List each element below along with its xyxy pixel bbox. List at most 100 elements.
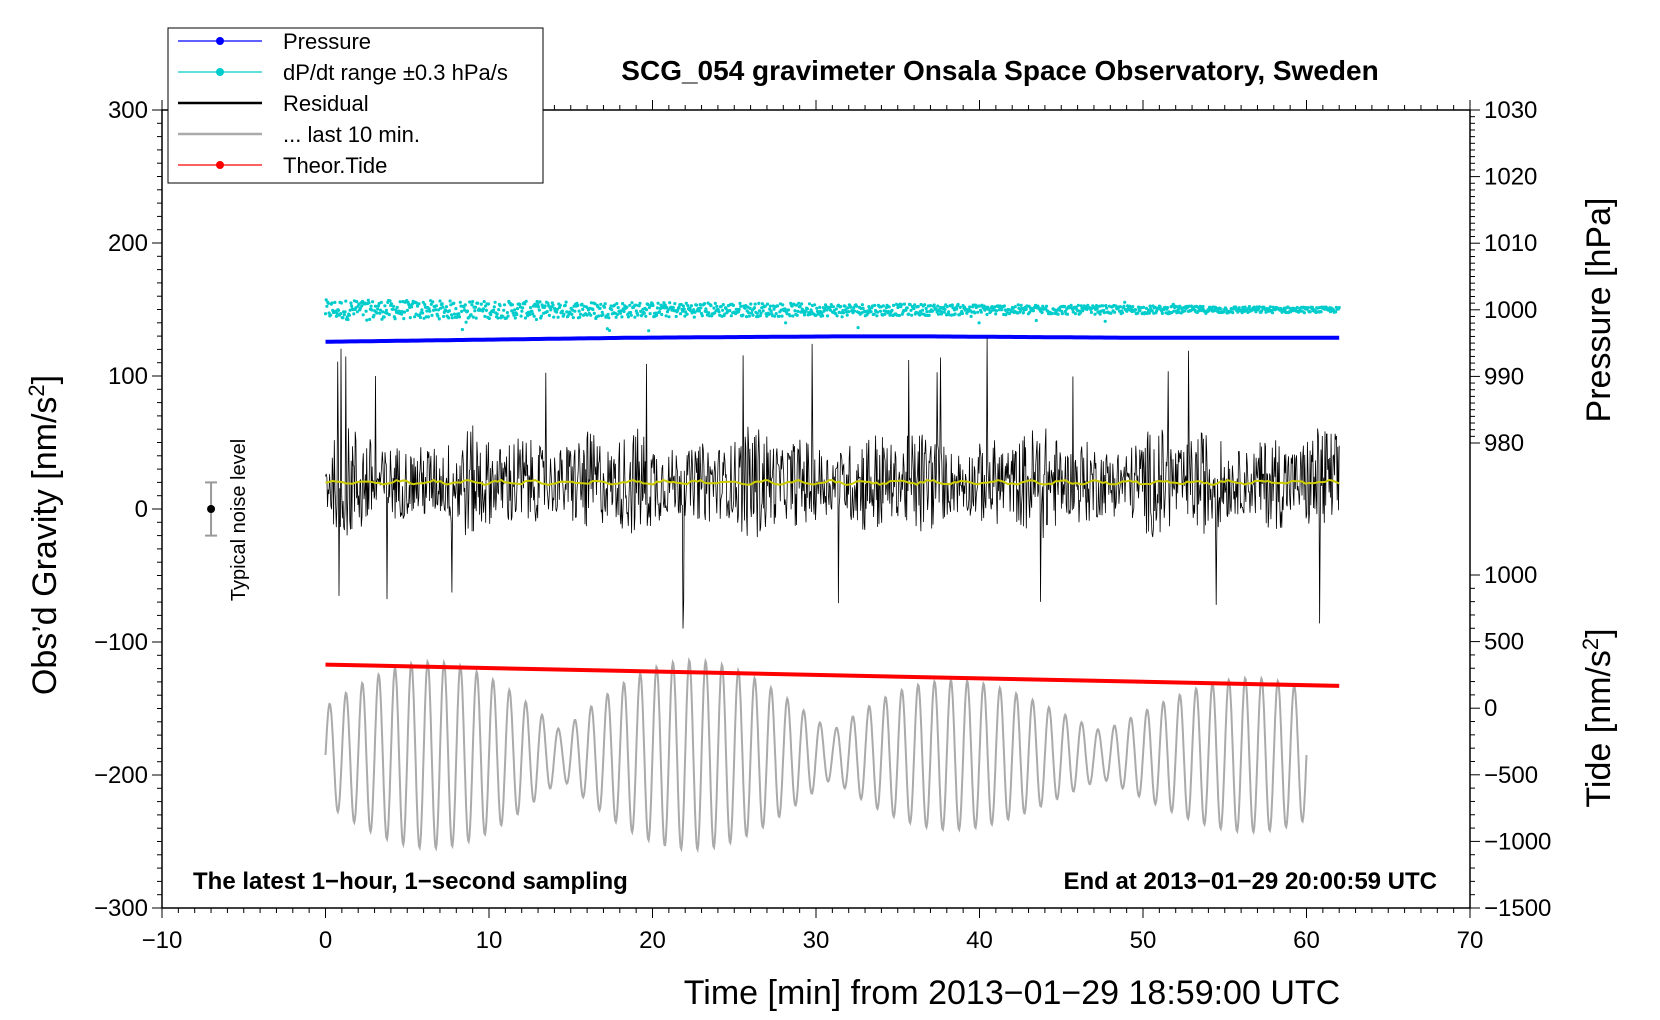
dpdt-point	[655, 313, 659, 317]
dpdt-point	[552, 315, 556, 319]
dpdt-point	[826, 314, 830, 318]
dpdt-point	[515, 312, 519, 317]
dpdt-point	[1094, 304, 1099, 308]
dpdt-point	[591, 307, 595, 312]
dpdt-point	[860, 303, 865, 307]
dpdt-point	[1123, 300, 1127, 304]
dpdt-point	[927, 313, 931, 317]
dpdt-point	[796, 309, 800, 313]
dpdt-point	[1160, 311, 1164, 315]
dpdt-point	[1268, 305, 1272, 309]
tide-tick-label: 0	[1484, 695, 1497, 722]
y-tick-label: −300	[94, 895, 148, 922]
legend-marker	[216, 161, 224, 169]
dpdt-point	[607, 328, 612, 333]
tide-tick-label: −500	[1484, 762, 1538, 789]
dpdt-point	[370, 308, 374, 312]
dpdt-point	[339, 301, 343, 305]
dpdt-point	[452, 301, 456, 305]
legend-label: Residual	[283, 91, 369, 116]
dpdt-point	[1079, 304, 1083, 308]
dpdt-point	[660, 312, 664, 317]
dpdt-point	[506, 314, 510, 318]
theor-tide-line	[325, 662, 1340, 688]
dpdt-point	[457, 315, 462, 319]
dpdt-point	[486, 302, 491, 306]
legend-entry: Theor.Tide	[178, 153, 387, 178]
dpdt-point	[529, 306, 533, 310]
dpdt-point	[555, 310, 559, 314]
dpdt-point	[1201, 304, 1205, 309]
dpdt-point	[366, 298, 370, 302]
dpdt-point	[682, 307, 686, 311]
dpdt-point	[510, 303, 514, 307]
dpdt-point	[589, 313, 593, 317]
dpdt-point	[719, 305, 723, 309]
dpdt-point	[450, 313, 454, 317]
legend-entry: ... last 10 min.	[178, 122, 420, 147]
dpdt-point	[831, 305, 836, 309]
dpdt-point	[360, 304, 364, 308]
dpdt-point	[768, 304, 773, 308]
dpdt-point	[610, 308, 614, 312]
dpdt-point	[413, 315, 417, 319]
legend: Pressure dP/dt range ±0.3 hPa/s Residual..…	[167, 27, 544, 184]
dpdt-point	[936, 304, 940, 308]
last-10-min-line	[324, 656, 1308, 854]
dpdt-point	[1021, 311, 1025, 315]
dpdt-point	[640, 313, 644, 317]
dpdt-point	[434, 308, 438, 312]
dpdt-point	[666, 308, 670, 312]
dpdt-point	[468, 300, 472, 304]
dpdt-point	[907, 312, 911, 316]
dpdt-point	[1019, 303, 1023, 307]
dpdt-point	[698, 303, 702, 307]
dpdt-point	[1219, 307, 1223, 311]
dpdt-point	[932, 303, 936, 307]
chart-title: SCG_054 gravimeter Onsala Space Observat…	[621, 55, 1378, 86]
dpdt-point	[597, 314, 601, 318]
dpdt-point	[878, 309, 883, 313]
dpdt-point	[763, 304, 767, 308]
y-tick-label: 200	[108, 230, 148, 257]
dpdt-point	[600, 310, 604, 314]
dpdt-point	[985, 312, 989, 317]
dpdt-point	[1231, 311, 1235, 315]
dpdt-point	[438, 299, 442, 303]
dpdt-point	[607, 316, 611, 320]
dpdt-point	[336, 308, 341, 312]
dpdt-point	[692, 315, 696, 319]
dpdt-point	[702, 302, 707, 306]
dpdt-point	[887, 305, 891, 309]
dpdt-point	[1063, 304, 1067, 309]
dpdt-point	[1002, 304, 1007, 308]
dpdt-point	[825, 308, 829, 312]
pressure-line	[325, 334, 1340, 344]
dpdt-point	[753, 302, 757, 306]
dpdt-point	[1040, 310, 1044, 315]
dpdt-point	[543, 304, 547, 308]
dpdt-point	[513, 316, 517, 320]
legend-marker	[216, 68, 224, 76]
dpdt-point	[656, 301, 660, 305]
dpdt-point	[1056, 312, 1060, 316]
dpdt-point	[852, 306, 856, 310]
dpdt-point	[795, 313, 799, 317]
dpdt-point	[524, 299, 528, 303]
dpdt-point	[400, 312, 404, 316]
y-tick-label: −200	[94, 762, 148, 789]
legend-entry: dP/dt range ±0.3 hPa/s	[178, 60, 508, 85]
dpdt-point	[487, 316, 491, 321]
dpdt-point	[1257, 305, 1262, 309]
dpdt-point	[562, 312, 566, 316]
x-tick-label: 30	[803, 927, 830, 954]
dpdt-point	[388, 299, 392, 303]
dpdt-point	[909, 308, 913, 312]
dpdt-point	[614, 315, 618, 319]
dpdt-point	[603, 302, 607, 306]
dpdt-point	[697, 309, 702, 313]
dpdt-point	[774, 312, 778, 316]
x-tick-label: 20	[639, 927, 666, 954]
dpdt-point	[942, 310, 946, 314]
dpdt-point	[436, 314, 440, 318]
